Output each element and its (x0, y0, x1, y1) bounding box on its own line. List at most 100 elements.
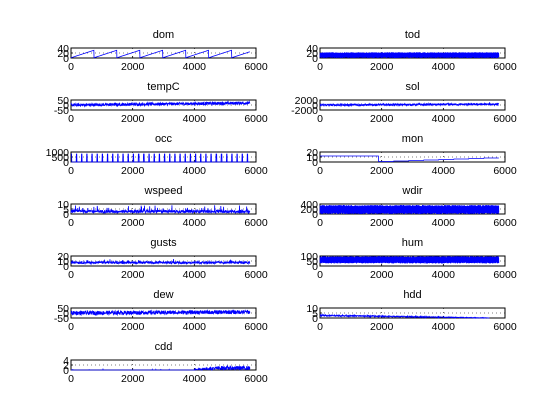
subplot-title: hum (402, 237, 423, 249)
tick-label-x: 2000 (370, 61, 394, 73)
tick-label-x: 6000 (244, 113, 268, 125)
tick-label-y: 0 (312, 313, 318, 325)
subplot-cdd: cdd 0 2000 4000 6000 024 (63, 341, 268, 385)
tick-label-y: 2000 (295, 95, 319, 107)
tick-label-y: 0 (63, 157, 69, 169)
tick-label-x: 0 (317, 269, 323, 281)
tick-label-x: 2000 (121, 165, 145, 177)
tick-label-x: 4000 (183, 373, 207, 385)
tick-label-x: 2000 (121, 321, 145, 333)
tick-label-x: 0 (68, 217, 74, 229)
series-line-sol (319, 101, 500, 108)
tick-label-x: 0 (317, 217, 323, 229)
tick-label-x: 4000 (432, 113, 456, 125)
tick-label-y: 50 (57, 95, 69, 107)
subplot-title: hdd (403, 289, 421, 301)
series-line-tod (319, 52, 500, 59)
tick-label-y: 20 (57, 251, 69, 263)
tick-label-y: 200 (300, 204, 318, 216)
tick-label-x: 2000 (121, 269, 145, 281)
tick-label-x: 4000 (183, 165, 207, 177)
tick-label-y: 0 (312, 261, 318, 273)
tick-label-y: 20 (57, 48, 69, 60)
subplot-title: wspeed (144, 185, 183, 197)
tick-label-y: 0 (63, 53, 69, 65)
series-line-occ (71, 153, 250, 163)
tick-label-y: -2000 (291, 105, 318, 117)
tick-label-x: 6000 (493, 165, 517, 177)
subplot-title: tod (405, 29, 420, 41)
subplot-title: mon (402, 133, 423, 145)
tick-label-x: 2000 (121, 61, 145, 73)
series-line-hdd (319, 313, 490, 319)
tick-label-y: 5 (312, 308, 318, 320)
tick-label-x: 4000 (183, 61, 207, 73)
tick-label-x: 2000 (370, 321, 394, 333)
subplot-title: cdd (155, 341, 173, 353)
tick-label-x: 6000 (493, 321, 517, 333)
tick-label-y: 50 (306, 256, 318, 268)
tick-label-y: 40 (57, 43, 69, 55)
tick-label-x: 6000 (244, 321, 268, 333)
tick-label-x: 2000 (370, 217, 394, 229)
tick-label-y: 0 (63, 365, 69, 377)
tick-label-x: 0 (317, 113, 323, 125)
series-line-tempC (70, 100, 251, 108)
tick-label-x: 2000 (121, 217, 145, 229)
tick-label-x: 6000 (493, 61, 517, 73)
tick-label-x: 0 (317, 165, 323, 177)
tick-label-x: 4000 (183, 269, 207, 281)
tick-label-x: 6000 (493, 269, 517, 281)
tick-label-y: 10 (57, 199, 69, 211)
series-line-wdir (319, 204, 500, 215)
tick-label-y: 50 (57, 303, 69, 315)
tick-label-x: 4000 (183, 321, 207, 333)
tick-label-x: 4000 (432, 217, 456, 229)
tick-label-x: 2000 (370, 165, 394, 177)
tick-label-y: 0 (312, 209, 318, 221)
tick-label-y: 0 (63, 100, 69, 112)
tick-label-y: -50 (54, 105, 69, 117)
tick-label-y: 10 (306, 303, 318, 315)
tick-label-x: 6000 (244, 269, 268, 281)
series-line-wspeed (70, 205, 251, 215)
tick-label-y: 0 (63, 308, 69, 320)
tick-label-x: 0 (317, 61, 323, 73)
tick-label-x: 0 (317, 321, 323, 333)
tick-label-y: 0 (63, 209, 69, 221)
tick-label-x: 6000 (244, 165, 268, 177)
tick-label-x: 6000 (244, 61, 268, 73)
subplot-title: sol (405, 81, 419, 93)
tick-label-y: 40 (306, 43, 318, 55)
tick-label-y: -50 (54, 313, 69, 325)
tick-label-y: 10 (57, 256, 69, 268)
subplot-title: gusts (150, 237, 177, 249)
tick-label-y: 20 (306, 48, 318, 60)
tick-label-x: 0 (68, 61, 74, 73)
tick-label-x: 4000 (432, 165, 456, 177)
tick-label-y: 2 (63, 360, 69, 372)
tick-label-y: 0 (312, 157, 318, 169)
tick-label-x: 2000 (121, 373, 145, 385)
series-line-gusts (70, 259, 251, 266)
tick-label-y: 0 (63, 261, 69, 273)
tick-label-x: 4000 (183, 217, 207, 229)
tick-label-y: 0 (312, 53, 318, 65)
tick-label-x: 4000 (183, 113, 207, 125)
tick-label-x: 2000 (370, 269, 394, 281)
tick-label-y: 1000 (46, 147, 70, 159)
series-line-dom (70, 49, 250, 59)
tick-label-x: 0 (68, 373, 74, 385)
subplot-title: dew (153, 289, 173, 301)
